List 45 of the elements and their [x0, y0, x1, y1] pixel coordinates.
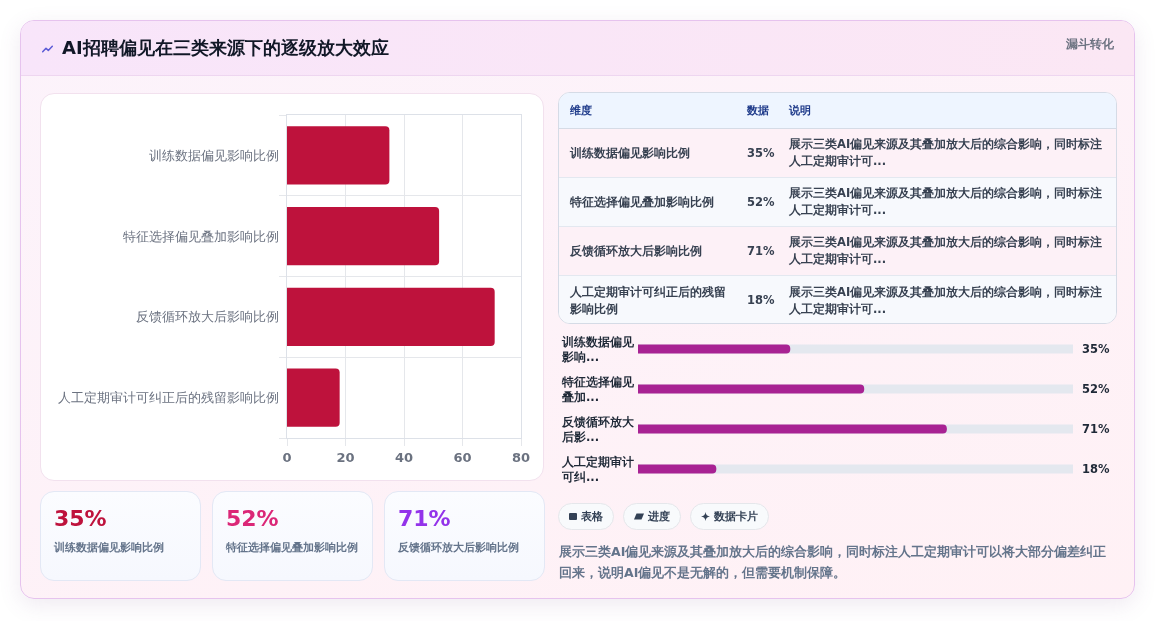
- bar: [638, 464, 717, 474]
- data-label: 52%: [1082, 382, 1110, 396]
- y-tick-label: 特征选择偏见叠加影响比例: [123, 228, 280, 244]
- data-label: 35%: [1082, 342, 1110, 356]
- data-label: 52%: [226, 506, 280, 531]
- data-label: 71%: [398, 506, 452, 531]
- text: AI招聘偏见在三类来源下的逐级放大效应: [62, 36, 389, 60]
- bar: [287, 287, 495, 346]
- y-tick-label: 人工定期审计可纠...: [561, 455, 634, 484]
- data-label: 18%: [1082, 462, 1110, 476]
- pill-button[interactable]: 数据卡片: [690, 503, 769, 530]
- text: 展示三类AI偏见来源及其叠加放大后的综合影响，同时标注人工定期审计可...: [789, 284, 1103, 316]
- category-label: 说明: [781, 93, 1116, 129]
- category-label: 特征选择偏见叠加影响比例: [226, 540, 359, 555]
- y-tick-label: 训练数据偏见影响比例: [149, 147, 280, 163]
- bar: [287, 207, 440, 266]
- text: 展示三类AI偏见来源及其叠加放大后的综合影响，同时标注人工定期审计可...: [789, 137, 1103, 168]
- x-tick-label: 40: [394, 449, 414, 465]
- text: 71%: [747, 243, 775, 258]
- bar: [287, 126, 390, 185]
- x-tick-label: 0: [282, 449, 292, 465]
- y-tick-label: 反馈循环放大后影响比例: [136, 309, 280, 325]
- text: 展示三类AI偏见来源及其叠加放大后的综合影响，同时标注人工定期审计可...: [789, 186, 1103, 217]
- x-tick-label: 60: [453, 449, 472, 465]
- pill-button[interactable]: 进度: [623, 503, 681, 530]
- x-tick-label: 20: [336, 449, 355, 465]
- text: 52%: [747, 194, 775, 209]
- y-tick-label: 特征选择偏见叠加...: [561, 375, 635, 404]
- category-label: 反馈循环放大后影响比例: [398, 540, 520, 555]
- y-tick-label: 人工定期审计可纠正后的残留影响比例: [58, 390, 280, 406]
- pill-button[interactable]: 表格: [558, 503, 614, 530]
- text: 漏斗转化: [1066, 36, 1114, 52]
- text: 展示三类AI偏见来源及其叠加放大后的综合影响，同时标注人工定期审计可以将大部分偏差纠正回来，说明AI偏见不是无解的，但需要机制保障。: [558, 543, 1108, 582]
- x-tick-label: 80: [511, 449, 531, 465]
- y-tick-label: 反馈循环放大后影...: [561, 415, 635, 444]
- bar: [287, 368, 340, 427]
- category-label: 训练数据偏见影响比例: [54, 540, 165, 555]
- text: 展示三类AI偏见来源及其叠加放大后的综合影响，同时标注人工定期审计可...: [789, 235, 1103, 266]
- data-label: 35%: [54, 506, 108, 531]
- data-label: 71%: [1082, 422, 1110, 436]
- text: 18%: [747, 293, 775, 307]
- category-label: 数据: [739, 93, 781, 129]
- y-tick-label: 训练数据偏见影响...: [561, 335, 635, 364]
- text: 35%: [747, 145, 775, 160]
- text: 维度: [559, 93, 739, 129]
